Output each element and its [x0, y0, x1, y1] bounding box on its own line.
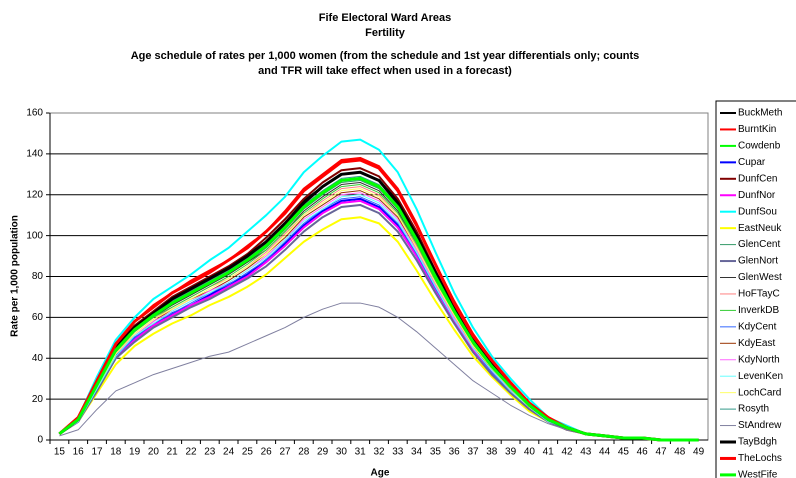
- x-tick-label: 22: [185, 447, 197, 458]
- x-tick-label: 42: [561, 447, 573, 458]
- x-tick-label: 17: [91, 447, 103, 458]
- x-tick-label: 26: [261, 447, 273, 458]
- x-tick-label: 38: [486, 447, 498, 458]
- x-tick-label: 39: [505, 447, 517, 458]
- x-tick-label: 33: [392, 447, 404, 458]
- legend-label: HoFTayC: [738, 289, 780, 300]
- series-line: [58, 176, 699, 442]
- x-tick-label: 31: [355, 447, 367, 458]
- chart-subtitle: and TFR will take effect when used in a …: [258, 65, 512, 77]
- x-tick-label: 20: [148, 447, 160, 458]
- x-tick-label: 44: [599, 447, 611, 458]
- series-line: [58, 216, 699, 441]
- x-tick-label: 48: [674, 447, 686, 458]
- x-tick-label: 40: [524, 447, 536, 458]
- legend-label: TheLochs: [738, 453, 782, 464]
- y-tick-label: 100: [26, 230, 43, 241]
- legend-label: GlenWest: [738, 272, 782, 283]
- x-tick-label: 49: [693, 447, 705, 458]
- x-tick-label: 34: [411, 447, 423, 458]
- legend-label: KdyCent: [738, 321, 777, 332]
- legend-label: TayBdgh: [738, 437, 777, 448]
- legend-label: DunfNor: [738, 190, 776, 201]
- legend-label: InverkDB: [738, 305, 779, 316]
- x-tick-label: 45: [618, 447, 630, 458]
- legend-label: WestFife: [738, 470, 778, 478]
- series-line: [59, 175, 699, 441]
- x-tick-label: 21: [167, 447, 179, 458]
- x-tick-label: 15: [54, 447, 66, 458]
- series-line: [58, 156, 699, 441]
- x-tick-label: 28: [298, 447, 310, 458]
- y-tick-label: 80: [32, 271, 44, 282]
- legend-label: KdyNorth: [738, 354, 780, 365]
- series-line: [58, 197, 699, 441]
- legend-label: GlenCent: [738, 239, 780, 250]
- x-tick-label: 18: [110, 447, 122, 458]
- x-tick-label: 29: [317, 447, 329, 458]
- legend-label: DunfSou: [738, 206, 777, 217]
- x-tick-label: 32: [373, 447, 385, 458]
- legend-label: KdyEast: [738, 338, 775, 349]
- x-tick-label: 23: [204, 447, 216, 458]
- x-tick-label: 46: [637, 447, 649, 458]
- x-tick-label: 30: [336, 447, 348, 458]
- chart-title: Fife Electoral Ward Areas: [319, 12, 451, 24]
- chart-subtitle: Age schedule of rates per 1,000 women (f…: [131, 50, 640, 62]
- y-tick-label: 140: [26, 149, 43, 160]
- x-tick-label: 27: [279, 447, 291, 458]
- x-tick-label: 19: [129, 447, 141, 458]
- x-tick-label: 41: [543, 447, 555, 458]
- legend-label: BuckMeth: [738, 108, 782, 119]
- legend-label: Rosyth: [738, 404, 769, 415]
- x-tick-label: 16: [73, 447, 85, 458]
- series-line: [58, 158, 699, 442]
- legend-label: EastNeuk: [738, 223, 782, 234]
- x-tick-label: 35: [430, 447, 442, 458]
- y-tick-label: 160: [26, 108, 43, 119]
- legend-label: LevenKen: [738, 371, 783, 382]
- legend-label: Cowdenb: [738, 141, 781, 152]
- x-tick-label: 47: [655, 447, 667, 458]
- x-tick-label: 43: [580, 447, 592, 458]
- x-tick-label: 36: [449, 447, 461, 458]
- y-tick-label: 0: [37, 435, 43, 446]
- legend-label: Cupar: [738, 157, 766, 168]
- y-axis-label: Rate per 1,000 population: [10, 215, 21, 337]
- x-tick-label: 24: [223, 447, 235, 458]
- x-axis-label: Age: [371, 468, 390, 478]
- x-tick-label: 25: [242, 447, 254, 458]
- legend-label: StAndrew: [738, 420, 782, 431]
- y-tick-label: 20: [32, 394, 44, 405]
- legend-box: [715, 100, 796, 478]
- y-tick-label: 40: [32, 353, 44, 364]
- chart-subtitle: Fertility: [365, 27, 406, 39]
- x-tick-label: 37: [467, 447, 479, 458]
- legend-label: LochCard: [738, 387, 781, 398]
- legend-label: BurntKin: [738, 124, 776, 135]
- y-tick-label: 120: [26, 189, 43, 200]
- legend-label: DunfCen: [738, 173, 777, 184]
- y-tick-label: 60: [32, 312, 44, 323]
- legend-label: GlenNort: [738, 256, 778, 267]
